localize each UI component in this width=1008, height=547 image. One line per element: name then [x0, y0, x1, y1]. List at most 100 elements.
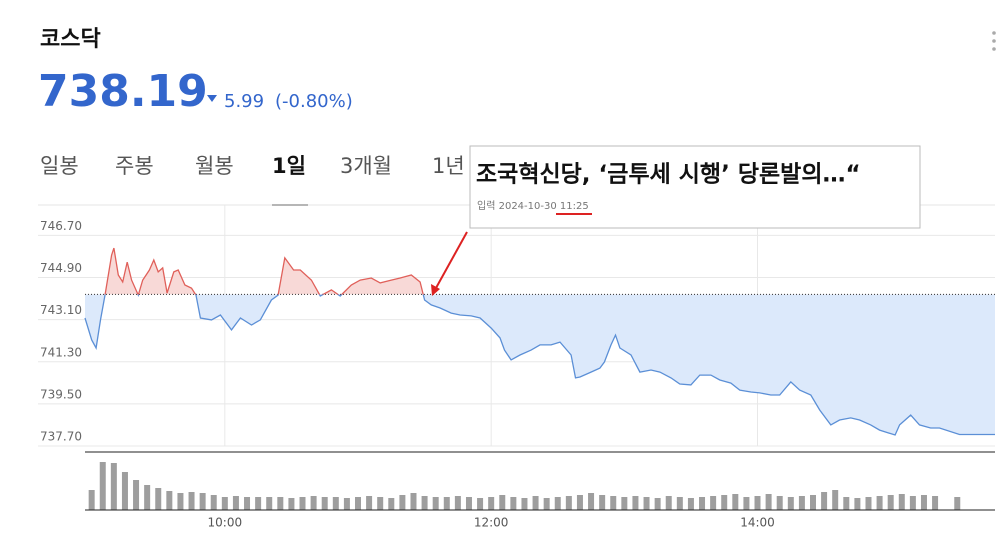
volume-bar — [954, 497, 961, 510]
volume-bar — [388, 498, 395, 510]
volume-bar — [865, 497, 872, 510]
down-triangle — [207, 95, 217, 102]
tab[interactable]: 1년 — [432, 154, 465, 178]
volume-bar — [110, 463, 117, 510]
x-tick-label: 10:00 — [208, 516, 243, 530]
volume-bar — [88, 490, 95, 510]
volume-bar — [121, 472, 128, 510]
meta-label: 입력 — [477, 199, 495, 212]
volume-bar — [909, 496, 916, 510]
volume-bar — [765, 494, 772, 510]
volume-bar — [898, 494, 905, 510]
volume-bar — [599, 495, 606, 510]
volume-bar — [488, 497, 495, 510]
volume-bar — [710, 496, 717, 510]
y-tick-label: 737.70 — [40, 430, 82, 444]
chart: 746.70 744.90 743.10 741.30 739.50 737.70 10:0… — [38, 204, 995, 530]
arrow-head — [431, 284, 440, 296]
tab[interactable]: 주봉 — [115, 154, 154, 178]
volume-bar — [776, 496, 783, 510]
volume-bar — [821, 492, 828, 510]
tab[interactable]: 3개월 — [340, 154, 392, 178]
meta-date: 2024-10-30 — [499, 201, 557, 212]
y-tick-label: 746.70 — [40, 219, 82, 233]
tab[interactable]: 월봉 — [195, 154, 234, 178]
volume-bar — [399, 495, 406, 510]
volume-bar — [166, 491, 173, 510]
tab[interactable]: 1일 — [272, 154, 306, 178]
volume-bar — [699, 497, 706, 510]
change-pct: (-0.80%) — [275, 91, 353, 112]
y-tick-label: 744.90 — [40, 261, 82, 275]
headline: 조국혁신당, ‘금투세 시행’ 당론발의…“ — [476, 162, 861, 188]
volume-bar — [232, 496, 239, 510]
volume-bar — [665, 496, 672, 510]
volume-bar — [288, 498, 295, 510]
volume-bar — [410, 493, 417, 510]
meta-time: 11:25 — [560, 201, 589, 212]
volume-bar — [743, 497, 750, 510]
volume-bar — [654, 498, 661, 510]
tabs: 일봉 주봉 월봉 1일 3개월 1년 — [40, 154, 465, 206]
volume-bar — [621, 497, 628, 510]
volume-bar — [199, 493, 206, 510]
volume-bar — [432, 497, 439, 510]
volume-bar — [144, 485, 151, 510]
volume-bar — [854, 498, 861, 510]
volume-bar — [377, 497, 384, 510]
volume-bar — [787, 497, 794, 510]
volume-bar — [643, 497, 650, 510]
dot — [992, 39, 996, 43]
volume-bar — [266, 497, 273, 510]
volume-bar — [543, 498, 550, 510]
y-tick-label: 739.50 — [40, 387, 82, 401]
volume-bar — [99, 462, 106, 510]
volume-bar — [477, 498, 484, 510]
x-tick-label: 14:00 — [740, 516, 775, 530]
news-tooltip[interactable]: 조국혁신당, ‘금투세 시행’ 당론발의…“ 입력 2024-10-30 11:… — [469, 145, 921, 229]
volume-bar — [443, 497, 450, 510]
tab[interactable]: 일봉 — [40, 154, 79, 178]
index-title: 코스닥 — [40, 27, 101, 52]
volume-bar — [499, 495, 506, 510]
volume-bar — [532, 496, 539, 510]
volume-bar — [299, 497, 306, 510]
volume-bar — [521, 498, 528, 510]
volume-bar — [465, 497, 472, 510]
volume-bar — [255, 497, 262, 510]
volume-bar — [277, 497, 284, 510]
volume-bar — [920, 495, 927, 510]
volume-bar — [510, 497, 517, 510]
volume-bar — [588, 493, 595, 510]
volume-bar — [366, 496, 373, 510]
volume-bar — [210, 495, 217, 510]
volume-bar — [876, 496, 883, 510]
volume-bar — [832, 490, 839, 510]
arrow — [431, 231, 468, 296]
volume-bar — [188, 492, 195, 510]
tooltip-box — [469, 145, 921, 229]
volume-bar — [454, 496, 461, 510]
volume-bar — [887, 495, 894, 510]
volume-bar — [810, 495, 816, 510]
volume-bar — [310, 496, 317, 510]
volume-bar — [732, 494, 739, 510]
volume-bar — [565, 496, 572, 510]
x-tick-label: 12:00 — [474, 516, 509, 530]
volume-bar — [754, 496, 761, 510]
dot — [992, 31, 996, 35]
volume-bar — [421, 496, 428, 510]
volume-bar — [843, 497, 850, 510]
volume-bar — [610, 496, 617, 510]
volume-bar — [576, 495, 583, 510]
area-fill — [85, 248, 995, 435]
volume-bar — [221, 497, 228, 510]
price-line — [84, 247, 995, 436]
arrow-line — [435, 231, 468, 289]
y-tick-label: 741.30 — [40, 345, 82, 359]
menu-dots[interactable] — [992, 31, 996, 51]
volume-bar — [355, 497, 361, 510]
volume-bar — [244, 497, 251, 510]
volume-bar — [687, 498, 694, 510]
